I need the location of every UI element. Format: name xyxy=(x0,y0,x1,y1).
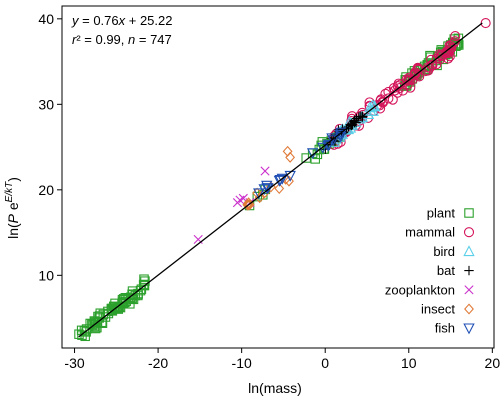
data-point xyxy=(139,274,149,284)
data-point xyxy=(284,170,296,182)
x-tick-label: -20 xyxy=(148,355,168,371)
regression-line xyxy=(78,22,483,338)
legend-label: zooplankton xyxy=(385,282,455,297)
data-point xyxy=(375,103,386,114)
legend-marker xyxy=(464,265,474,276)
data-point xyxy=(261,180,273,192)
data-point xyxy=(274,175,286,186)
data-point xyxy=(254,192,265,204)
legend-label: insect xyxy=(421,302,455,317)
data-point xyxy=(366,99,379,111)
series-zooplankton xyxy=(193,166,270,245)
legend-marker xyxy=(464,208,474,218)
series-insect xyxy=(242,145,296,211)
data-point xyxy=(128,289,138,300)
data-point xyxy=(252,191,263,202)
y-tick-label: 30 xyxy=(38,96,54,112)
legend-marker xyxy=(464,285,474,295)
data-point xyxy=(431,59,442,70)
legend-marker xyxy=(464,303,474,315)
plot-frame xyxy=(61,5,495,349)
legend-item-fish: fish xyxy=(435,321,475,336)
y-tick-label: 40 xyxy=(38,11,54,27)
data-point xyxy=(139,280,150,290)
legend: plant mammal bird bat zooplankton insect fish xyxy=(385,206,475,336)
x-tick-label: 0 xyxy=(321,355,329,371)
data-point xyxy=(317,142,329,154)
plot-area: -30 -20 -10 0 10 20 10 20 30 40 xyxy=(38,5,500,371)
stats-annotation: r² = 0.99, n = 747 xyxy=(72,32,172,47)
data-point xyxy=(407,74,418,85)
data-point xyxy=(367,104,379,116)
legend-label: bird xyxy=(433,244,455,259)
data-point xyxy=(77,330,87,340)
data-point xyxy=(285,151,296,163)
legend-item-zooplankton: zooplankton xyxy=(385,282,474,297)
data-point xyxy=(450,30,461,42)
data-point xyxy=(284,175,294,187)
data-point xyxy=(368,100,381,112)
data-point xyxy=(423,65,434,76)
y-axis-label: ln(P eE/kT) xyxy=(4,177,21,239)
y-tick-label: 20 xyxy=(38,182,54,198)
data-point xyxy=(404,74,415,85)
data-point xyxy=(253,188,265,200)
equation-annotation: y = 0.76x + 25.22 xyxy=(71,13,172,28)
x-tick-label: -30 xyxy=(64,355,84,371)
legend-label: bat xyxy=(437,263,455,278)
legend-label: fish xyxy=(435,321,455,336)
data-point xyxy=(260,166,270,176)
data-point xyxy=(375,95,386,106)
legend-item-insect: insect xyxy=(421,302,474,317)
data-point xyxy=(335,127,347,139)
data-point xyxy=(126,292,136,302)
data-point xyxy=(445,43,456,54)
data-point xyxy=(125,299,135,309)
x-tick-label: 20 xyxy=(485,355,500,371)
data-point xyxy=(480,18,491,29)
data-point xyxy=(103,308,114,319)
legend-marker xyxy=(463,323,475,335)
legend-item-bat: bat xyxy=(437,263,474,278)
data-point xyxy=(301,153,311,163)
data-point xyxy=(276,173,289,185)
legend-item-bird: bird xyxy=(433,244,475,259)
legend-item-plant: plant xyxy=(427,206,474,221)
legend-label: plant xyxy=(427,206,456,221)
data-point xyxy=(387,94,398,105)
data-point xyxy=(401,74,412,85)
data-point xyxy=(235,195,245,205)
legend-item-mammal: mammal xyxy=(405,225,475,240)
data-point xyxy=(394,83,405,94)
data-point xyxy=(402,75,413,86)
x-tick-label: 10 xyxy=(401,355,417,371)
legend-marker xyxy=(463,245,475,257)
data-point xyxy=(274,182,285,195)
legend-marker xyxy=(463,227,475,238)
data-point xyxy=(410,67,421,78)
x-axis-label: ln(mass) xyxy=(248,380,302,396)
data-point xyxy=(448,38,459,49)
y-tick-label: 10 xyxy=(38,267,54,283)
series-fish xyxy=(253,127,347,200)
data-point xyxy=(118,298,129,309)
legend-label: mammal xyxy=(405,225,455,240)
x-tick-label: -10 xyxy=(232,355,252,371)
